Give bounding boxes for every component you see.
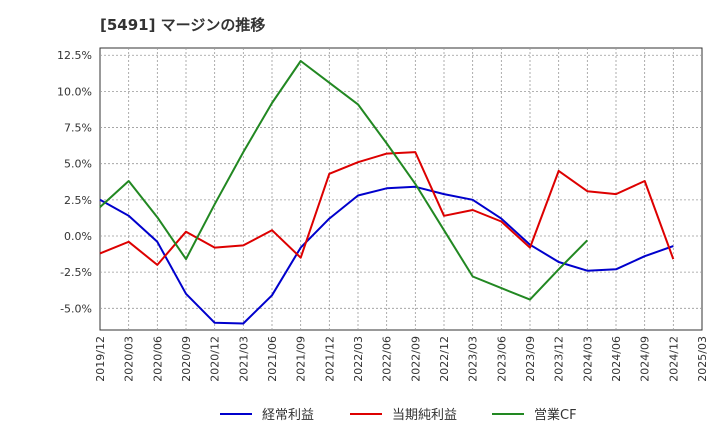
y-tick-label: 10.0% <box>57 85 92 98</box>
x-tick-label: 2021/09 <box>295 336 308 382</box>
x-tick-label: 2021/06 <box>266 336 279 382</box>
legend-label: 経常利益 <box>262 408 314 423</box>
plot-area <box>99 47 703 331</box>
y-tick-label: 12.5% <box>57 49 92 62</box>
x-tick-label: 2019/12 <box>94 336 107 382</box>
series-line <box>99 60 589 301</box>
x-tick-label: 2022/03 <box>352 336 365 382</box>
series-line <box>99 185 674 325</box>
x-tick-label: 2020/03 <box>123 336 136 382</box>
y-tick-label: -5.0% <box>60 302 92 315</box>
x-tick-label: 2020/06 <box>151 336 164 382</box>
chart-title: [5491] マージンの推移 <box>100 16 266 34</box>
y-tick-label: 0.0% <box>64 230 92 243</box>
x-tick-label: 2023/12 <box>553 336 566 382</box>
x-tick-label: 2020/12 <box>209 336 222 382</box>
x-tick-label: 2024/03 <box>581 336 594 382</box>
y-tick-label: -2.5% <box>60 266 92 279</box>
x-tick-label: 2024/09 <box>639 336 652 382</box>
y-tick-label: 2.5% <box>64 194 92 207</box>
y-tick-label: 7.5% <box>64 122 92 135</box>
x-tick-label: 2023/06 <box>495 336 508 382</box>
legend-label: 営業CF <box>534 407 577 423</box>
x-tick-label: 2022/09 <box>409 336 422 382</box>
x-tick-label: 2024/06 <box>610 336 623 382</box>
x-tick-label: 2023/03 <box>467 336 480 382</box>
x-tick-label: 2021/03 <box>237 336 250 382</box>
legend-label: 当期純利益 <box>392 408 457 423</box>
x-tick-label: 2020/09 <box>180 336 193 382</box>
x-tick-label: 2022/12 <box>438 336 451 382</box>
y-tick-label: 5.0% <box>64 158 92 171</box>
x-tick-label: 2022/06 <box>381 336 394 382</box>
x-tick-label: 2025/03 <box>696 336 709 382</box>
series-line <box>99 151 675 266</box>
x-tick-label: 2023/09 <box>524 336 537 382</box>
x-tick-label: 2021/12 <box>323 336 336 382</box>
x-tick-label: 2024/12 <box>667 336 680 382</box>
